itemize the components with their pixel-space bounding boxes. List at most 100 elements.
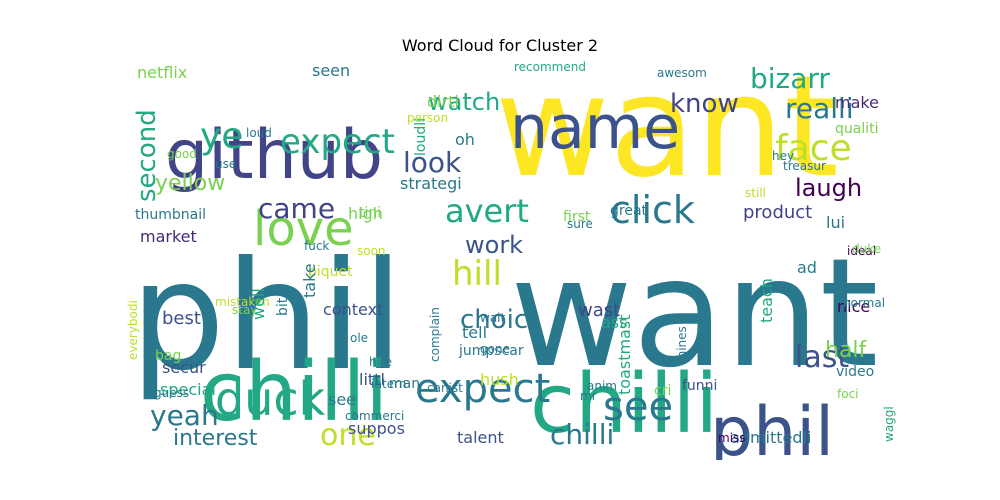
word-guess: guess: [154, 386, 189, 400]
word-funni: funni: [682, 378, 717, 394]
word-piquet: piquet: [308, 264, 353, 280]
word-know: know: [670, 89, 739, 119]
word-seen: seen: [312, 61, 350, 80]
word-talent: talent: [457, 428, 504, 447]
word-great: great: [610, 203, 648, 219]
word-duck: duck: [215, 372, 326, 426]
word-product: product: [743, 202, 812, 223]
word-still: still: [745, 186, 766, 200]
word-ad: ad: [797, 258, 817, 277]
word-watch: watch: [428, 88, 500, 116]
word-teach: teach: [757, 278, 776, 323]
word-work: work: [465, 231, 523, 259]
word-github: github: [165, 116, 383, 195]
word-well: well: [249, 288, 268, 320]
word-stay: stay: [232, 303, 257, 317]
word-chilli: chilli: [530, 357, 718, 452]
word-good: good: [167, 147, 197, 161]
word-choic: choic: [460, 305, 528, 335]
word-market: market: [140, 227, 197, 246]
word-half: half: [825, 338, 868, 363]
word-realli: realli: [785, 92, 854, 125]
word-chilli: chilli: [200, 345, 388, 440]
word-thumbnail: thumbnail: [135, 207, 206, 223]
word-duke: duke: [852, 242, 881, 256]
word-one: one: [320, 418, 376, 453]
word-miss: miss: [718, 431, 746, 445]
word-tell: tell: [462, 323, 487, 342]
word-commerci: commerci: [345, 409, 404, 423]
word-fuck: fuck: [304, 239, 329, 253]
word-ideal: ideal: [847, 244, 876, 258]
word-hush: hush: [480, 370, 519, 389]
word-lui: lui: [826, 213, 845, 232]
word-chines: chines: [675, 326, 689, 365]
chart-title: Word Cloud for Cluster 2: [401, 36, 599, 55]
word-use: use: [215, 157, 236, 171]
word-netflix: netflix: [137, 63, 187, 82]
word-second: second: [132, 109, 162, 202]
word-phil: phil: [710, 393, 834, 460]
word-waggl: waggl: [882, 406, 896, 442]
word-first: first: [563, 209, 591, 225]
word-see: see: [603, 384, 673, 430]
word-last: last: [795, 340, 849, 375]
word-suppos: suppos: [348, 419, 405, 438]
word-littl: littl: [359, 370, 385, 389]
word-love: love: [253, 201, 354, 257]
word-came: came: [258, 192, 335, 225]
word-special: special: [160, 380, 216, 399]
word-make: make: [835, 93, 879, 112]
word-awesom: awesom: [657, 66, 707, 80]
word-ye: ye: [200, 116, 243, 157]
word-recommend: recommend: [514, 60, 586, 74]
word-take: take: [300, 263, 319, 298]
word-hill: hill: [452, 254, 502, 294]
word-gone: gone: [480, 342, 510, 356]
word-look: look: [403, 146, 462, 179]
word-man: man: [389, 376, 420, 392]
word-tini: tini: [359, 205, 381, 221]
word-name: name: [510, 93, 680, 163]
word-sure: sure: [567, 217, 593, 231]
word-bit: bit: [275, 297, 291, 316]
word-toastmast: toastmast: [615, 315, 634, 395]
word-wait: wait: [480, 311, 506, 325]
word-phil: phil: [130, 230, 404, 404]
word-anim: anim: [587, 379, 617, 393]
word-hey: hey: [772, 149, 794, 163]
word-best: best: [162, 308, 201, 329]
word-expect: expect: [280, 122, 395, 162]
word-loud: loud: [246, 126, 272, 140]
word-bizarr: bizarr: [750, 62, 830, 95]
word-qualiti: qualiti: [835, 121, 879, 137]
word-yeah: yeah: [150, 399, 219, 432]
word-admittedli: admittedli: [730, 428, 811, 447]
word-face: face: [775, 128, 852, 169]
word-complain: complain: [428, 307, 442, 362]
word-want: want: [495, 60, 839, 209]
word-oh: oh: [455, 130, 475, 149]
word-interest: interest: [173, 426, 258, 451]
word-everybodi: everybodi: [126, 300, 140, 360]
word-normal: normal: [843, 296, 885, 310]
word-video: video: [836, 364, 874, 380]
word-bag: bag: [155, 348, 181, 364]
word-mr: mr: [580, 389, 597, 403]
word-high: high: [348, 204, 383, 223]
word-intern: intern: [371, 377, 406, 391]
word-nice: nice: [837, 297, 870, 316]
word-person: person: [407, 111, 448, 125]
word-context: context: [323, 300, 383, 319]
word-jumpscar: jumpscar: [458, 343, 524, 359]
word-strategi: strategi: [400, 174, 462, 193]
word-mistaken: mistaken: [215, 295, 270, 309]
word-yellow: yellow: [155, 171, 225, 196]
word-soon: soon: [357, 244, 386, 258]
word-dirti: dirti: [427, 92, 459, 111]
word-see: see: [328, 390, 356, 409]
word-canist: canist: [427, 381, 463, 395]
word-click: click: [610, 188, 695, 232]
word-secur: secur: [162, 358, 206, 377]
